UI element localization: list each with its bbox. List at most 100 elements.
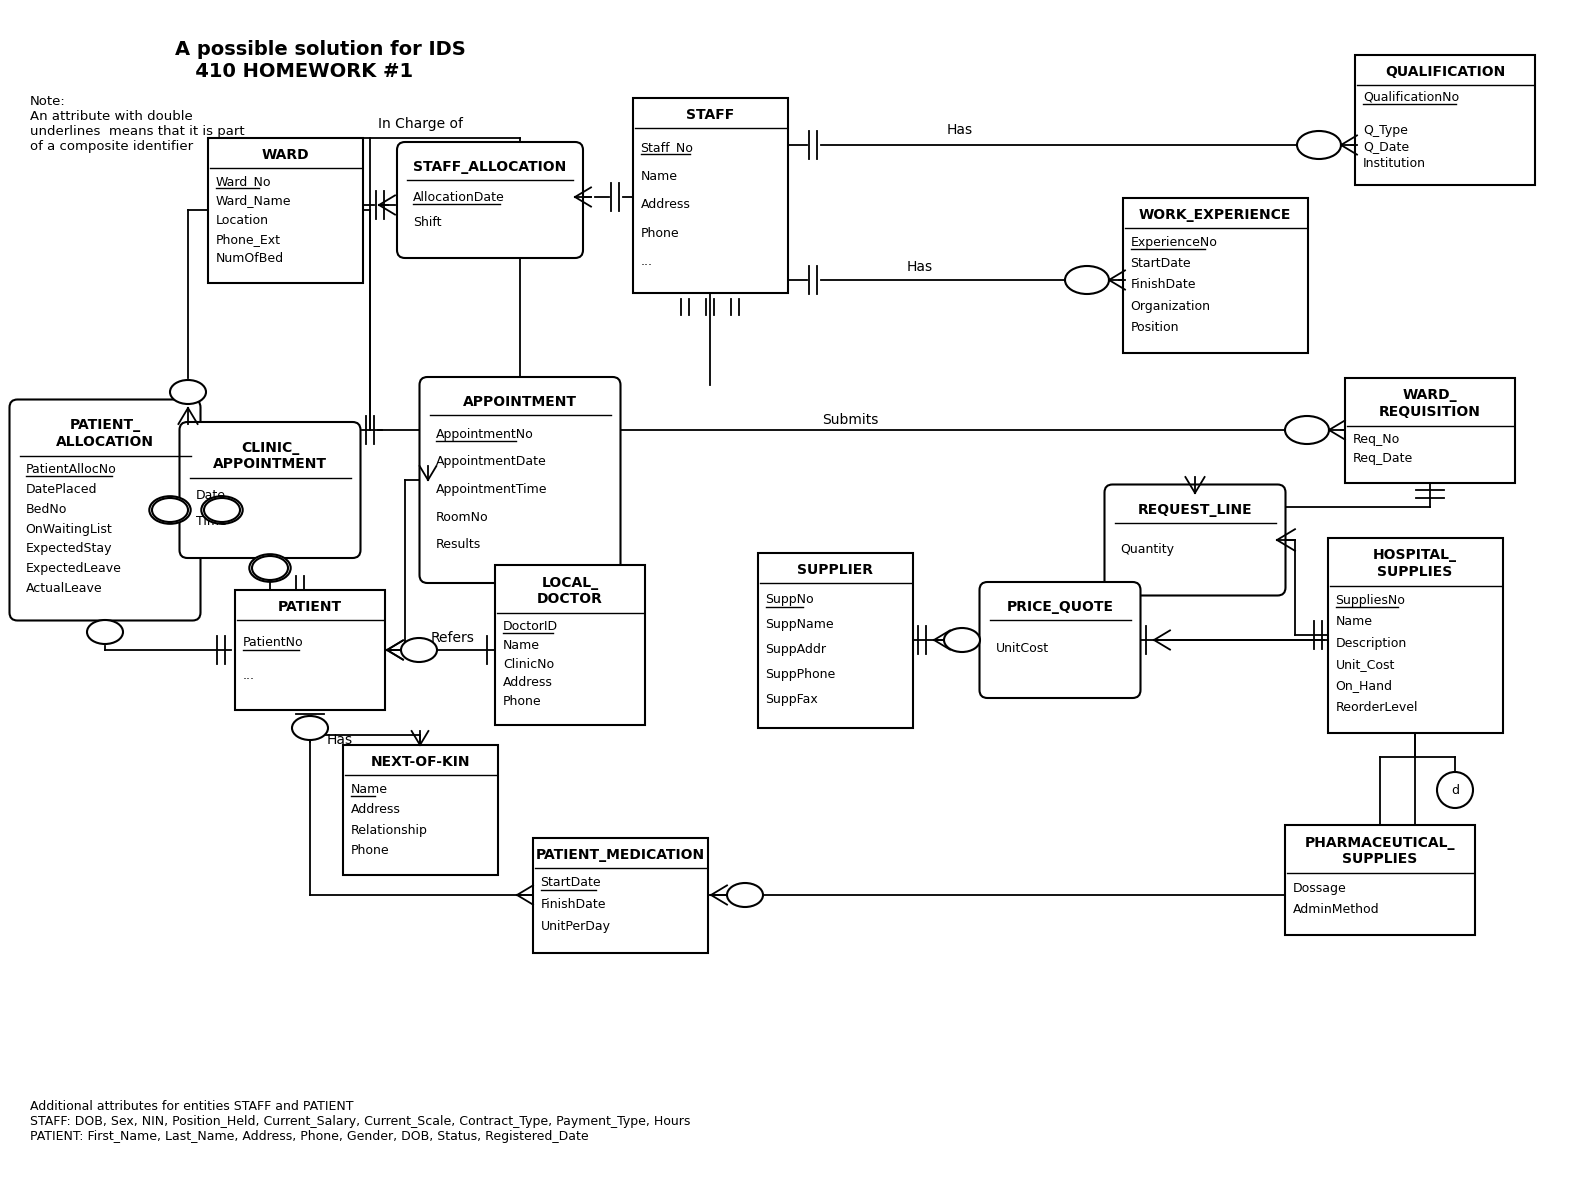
Text: Address: Address: [502, 677, 553, 690]
Text: ...: ...: [243, 670, 254, 683]
FancyBboxPatch shape: [10, 400, 200, 621]
Text: Has: Has: [328, 733, 353, 746]
Text: CLINIC_
APPOINTMENT: CLINIC_ APPOINTMENT: [213, 441, 328, 471]
Text: UnitPerDay: UnitPerDay: [541, 920, 611, 933]
Text: RoomNo: RoomNo: [436, 511, 488, 524]
Ellipse shape: [727, 883, 763, 907]
Ellipse shape: [293, 716, 328, 741]
Bar: [533, 838, 708, 952]
Text: AppointmentNo: AppointmentNo: [436, 428, 533, 441]
Text: LOCAL_
DOCTOR: LOCAL_ DOCTOR: [537, 576, 603, 606]
Text: ExperienceNo: ExperienceNo: [1130, 235, 1218, 248]
Text: Staff_No: Staff_No: [641, 141, 693, 154]
Ellipse shape: [401, 638, 437, 662]
Text: Name: Name: [641, 169, 677, 182]
Ellipse shape: [202, 496, 243, 524]
Ellipse shape: [944, 628, 979, 652]
Text: PATIENT: PATIENT: [278, 600, 342, 614]
Text: Name: Name: [502, 639, 541, 652]
Text: Refers: Refers: [431, 631, 475, 645]
Ellipse shape: [87, 620, 122, 644]
Text: STAFF: STAFF: [685, 108, 735, 122]
Text: SuppliesNo: SuppliesNo: [1336, 594, 1406, 607]
Text: APPOINTMENT: APPOINTMENT: [463, 395, 577, 409]
Text: Time: Time: [196, 515, 226, 528]
Text: ReorderLevel: ReorderLevel: [1336, 700, 1418, 713]
Text: NEXT-OF-KIN: NEXT-OF-KIN: [370, 755, 469, 769]
Bar: [1355, 54, 1534, 185]
Text: Relationship: Relationship: [350, 823, 428, 836]
Text: Additional attributes for entities STAFF and PATIENT
STAFF: DOB, Sex, NIN, Posit: Additional attributes for entities STAFF…: [30, 1100, 690, 1143]
Text: STAFF_ALLOCATION: STAFF_ALLOCATION: [413, 160, 566, 174]
Bar: [1285, 825, 1476, 935]
Text: Req_Date: Req_Date: [1353, 452, 1414, 465]
Text: Location: Location: [216, 213, 269, 226]
Text: A possible solution for IDS: A possible solution for IDS: [175, 40, 466, 59]
Text: ExpectedStay: ExpectedStay: [25, 542, 111, 555]
Bar: [633, 97, 787, 292]
Text: Phone: Phone: [502, 696, 542, 709]
Text: QUALIFICATION: QUALIFICATION: [1385, 65, 1506, 79]
Text: BedNo: BedNo: [25, 503, 67, 516]
Text: In Charge of: In Charge of: [377, 117, 463, 131]
FancyBboxPatch shape: [979, 582, 1140, 698]
Text: AppointmentTime: AppointmentTime: [436, 483, 547, 496]
Bar: [208, 137, 363, 283]
Text: SUPPLIER: SUPPLIER: [797, 562, 873, 576]
Bar: [1123, 198, 1307, 353]
Text: SuppFax: SuppFax: [765, 693, 819, 706]
Ellipse shape: [1437, 772, 1472, 808]
Ellipse shape: [1065, 266, 1108, 295]
Text: Has: Has: [906, 260, 933, 274]
Text: SuppPhone: SuppPhone: [765, 668, 836, 681]
FancyBboxPatch shape: [398, 142, 584, 258]
Text: Req_No: Req_No: [1353, 433, 1401, 446]
Text: WARD_
REQUISITION: WARD_ REQUISITION: [1379, 388, 1480, 419]
Text: Address: Address: [641, 198, 690, 211]
Text: SuppName: SuppName: [765, 619, 835, 632]
Text: Q_Date: Q_Date: [1363, 141, 1409, 154]
Ellipse shape: [251, 556, 288, 580]
Text: StartDate: StartDate: [1130, 257, 1191, 270]
Text: 410 HOMEWORK #1: 410 HOMEWORK #1: [175, 62, 413, 80]
Text: AppointmentDate: AppointmentDate: [436, 455, 547, 468]
Bar: [1328, 537, 1503, 732]
FancyBboxPatch shape: [1105, 485, 1285, 595]
Text: PATIENT_
ALLOCATION: PATIENT_ ALLOCATION: [56, 419, 154, 448]
Text: QualificationNo: QualificationNo: [1363, 90, 1460, 103]
Text: Ward_No: Ward_No: [216, 175, 270, 188]
Text: Has: Has: [948, 123, 973, 137]
Text: Results: Results: [436, 538, 480, 551]
Text: Quantity: Quantity: [1121, 543, 1175, 556]
Text: Phone: Phone: [350, 845, 390, 858]
Bar: [494, 565, 646, 725]
Bar: [1345, 377, 1515, 483]
Text: AllocationDate: AllocationDate: [413, 190, 504, 203]
Text: Organization: Organization: [1130, 299, 1210, 312]
Text: WARD: WARD: [261, 148, 308, 162]
Text: SuppNo: SuppNo: [765, 594, 814, 607]
Text: ClinicNo: ClinicNo: [502, 658, 555, 671]
Text: Phone: Phone: [641, 227, 679, 240]
Bar: [235, 590, 385, 710]
Text: DoctorID: DoctorID: [502, 620, 558, 633]
Text: PATIENT_MEDICATION: PATIENT_MEDICATION: [536, 847, 704, 861]
Ellipse shape: [204, 498, 240, 522]
Text: Institution: Institution: [1363, 157, 1426, 170]
Text: PatientNo: PatientNo: [243, 636, 304, 649]
Ellipse shape: [1297, 131, 1340, 159]
Text: REQUEST_LINE: REQUEST_LINE: [1138, 503, 1253, 517]
Text: ActualLeave: ActualLeave: [25, 582, 102, 595]
Text: ExpectedLeave: ExpectedLeave: [25, 562, 121, 575]
Text: UnitCost: UnitCost: [995, 642, 1049, 655]
Text: Description: Description: [1336, 636, 1407, 649]
Text: PRICE_QUOTE: PRICE_QUOTE: [1006, 600, 1113, 614]
Text: Name: Name: [1336, 615, 1372, 628]
Ellipse shape: [170, 380, 207, 405]
Text: SuppAddr: SuppAddr: [765, 644, 827, 657]
FancyBboxPatch shape: [420, 377, 620, 583]
Text: ...: ...: [641, 256, 652, 269]
Text: Note:
An attribute with double
underlines  means that it is part
of a composite : Note: An attribute with double underline…: [30, 95, 245, 153]
Ellipse shape: [250, 554, 291, 582]
Text: Shift: Shift: [413, 215, 442, 228]
